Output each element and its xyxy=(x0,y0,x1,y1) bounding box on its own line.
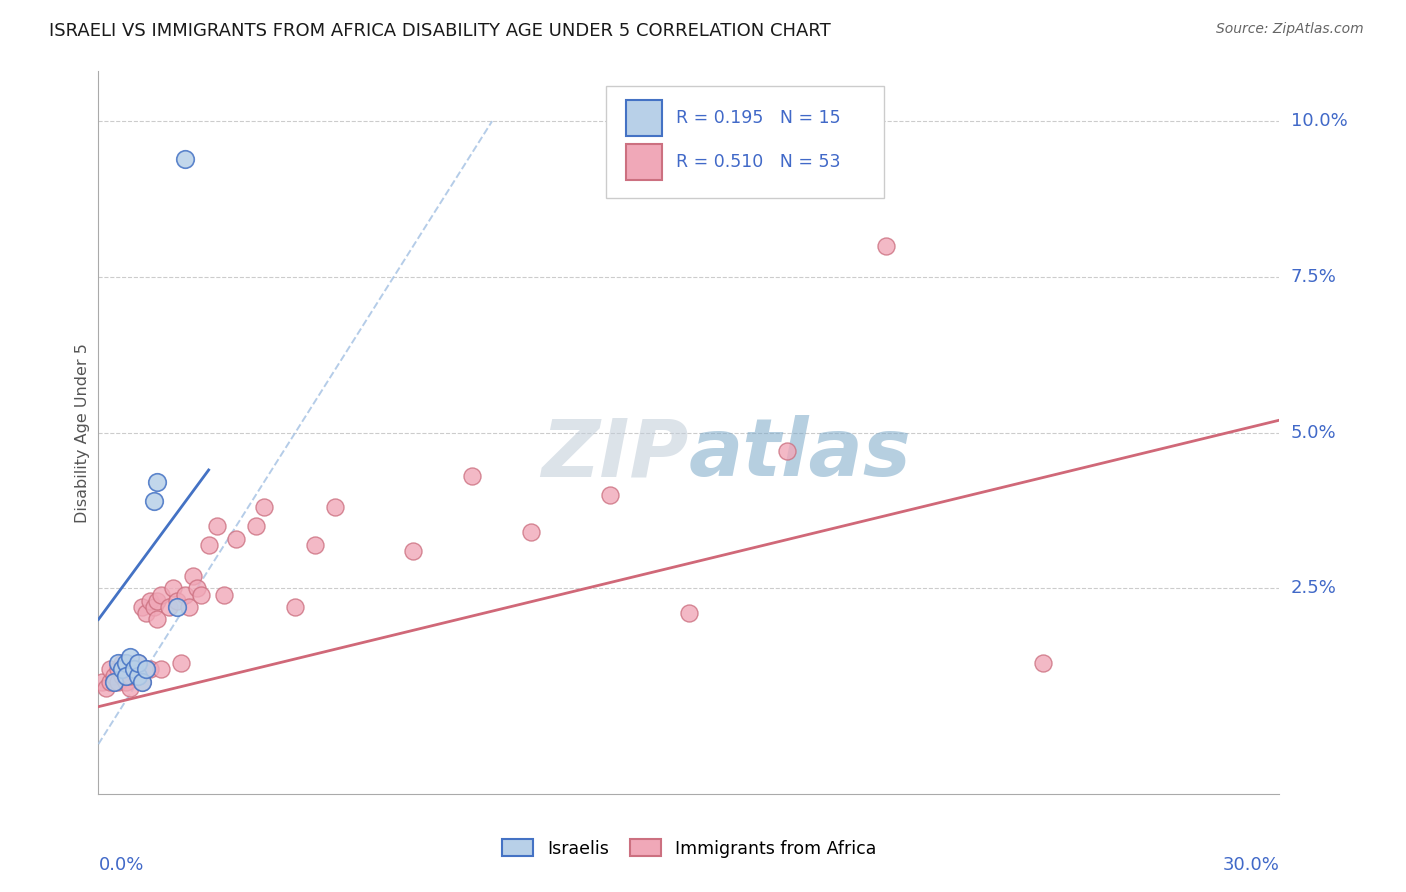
Text: atlas: atlas xyxy=(689,416,911,493)
Point xyxy=(142,600,165,615)
Point xyxy=(127,668,149,682)
Point xyxy=(115,656,138,670)
Point xyxy=(142,494,165,508)
Point xyxy=(127,668,149,682)
FancyBboxPatch shape xyxy=(626,144,662,180)
Point xyxy=(197,538,219,552)
Point xyxy=(96,681,118,695)
Point xyxy=(111,662,134,676)
FancyBboxPatch shape xyxy=(606,86,884,198)
Point xyxy=(186,582,208,596)
Point xyxy=(146,475,169,490)
Point xyxy=(107,662,129,676)
Point xyxy=(135,662,157,676)
Point xyxy=(131,674,153,689)
Y-axis label: Disability Age Under 5: Disability Age Under 5 xyxy=(75,343,90,523)
Point xyxy=(115,674,138,689)
Point xyxy=(111,656,134,670)
Point xyxy=(107,656,129,670)
Point xyxy=(107,674,129,689)
Text: ISRAELI VS IMMIGRANTS FROM AFRICA DISABILITY AGE UNDER 5 CORRELATION CHART: ISRAELI VS IMMIGRANTS FROM AFRICA DISABI… xyxy=(49,22,831,40)
Point xyxy=(146,594,169,608)
Text: 5.0%: 5.0% xyxy=(1291,424,1336,442)
Point xyxy=(245,519,267,533)
Point xyxy=(875,239,897,253)
Point xyxy=(520,525,543,540)
Point xyxy=(115,662,138,676)
Text: ZIP: ZIP xyxy=(541,416,689,493)
Point xyxy=(225,532,247,546)
Point xyxy=(98,662,121,676)
Point xyxy=(678,607,700,621)
Text: 7.5%: 7.5% xyxy=(1291,268,1337,286)
Text: Source: ZipAtlas.com: Source: ZipAtlas.com xyxy=(1216,22,1364,37)
Point xyxy=(181,569,204,583)
Point xyxy=(157,600,180,615)
Point xyxy=(103,674,125,689)
Point xyxy=(131,600,153,615)
Text: 10.0%: 10.0% xyxy=(1291,112,1347,130)
Point xyxy=(304,538,326,552)
Point xyxy=(461,469,484,483)
Point xyxy=(118,681,141,695)
Point xyxy=(284,600,307,615)
Point xyxy=(162,582,184,596)
Point xyxy=(150,662,173,676)
Point xyxy=(599,488,621,502)
FancyBboxPatch shape xyxy=(626,100,662,136)
Point xyxy=(214,588,236,602)
Point xyxy=(174,588,197,602)
Point xyxy=(166,594,188,608)
Point xyxy=(127,656,149,670)
Point xyxy=(91,674,114,689)
Point xyxy=(103,668,125,682)
Legend: Israelis, Immigrants from Africa: Israelis, Immigrants from Africa xyxy=(495,832,883,864)
Text: 30.0%: 30.0% xyxy=(1223,856,1279,874)
Point xyxy=(138,662,160,676)
Point xyxy=(122,662,145,676)
Point xyxy=(166,600,188,615)
Point xyxy=(170,656,193,670)
Point xyxy=(111,668,134,682)
Point xyxy=(402,544,425,558)
Point xyxy=(177,600,200,615)
Point xyxy=(190,588,212,602)
Point xyxy=(776,444,799,458)
Text: R = 0.510   N = 53: R = 0.510 N = 53 xyxy=(676,153,841,170)
Text: R = 0.195   N = 15: R = 0.195 N = 15 xyxy=(676,110,841,128)
Point xyxy=(205,519,228,533)
Point xyxy=(135,607,157,621)
Point xyxy=(122,662,145,676)
Point xyxy=(118,668,141,682)
Point xyxy=(253,500,276,515)
Point xyxy=(118,649,141,664)
Point xyxy=(103,674,125,689)
Point xyxy=(150,588,173,602)
Point xyxy=(138,594,160,608)
Point xyxy=(146,612,169,626)
Point xyxy=(131,674,153,689)
Text: 2.5%: 2.5% xyxy=(1291,579,1337,598)
Point xyxy=(115,668,138,682)
Point xyxy=(127,656,149,670)
Text: 0.0%: 0.0% xyxy=(98,856,143,874)
Point xyxy=(323,500,346,515)
Point xyxy=(98,674,121,689)
Point xyxy=(1032,656,1054,670)
Point xyxy=(174,152,197,166)
